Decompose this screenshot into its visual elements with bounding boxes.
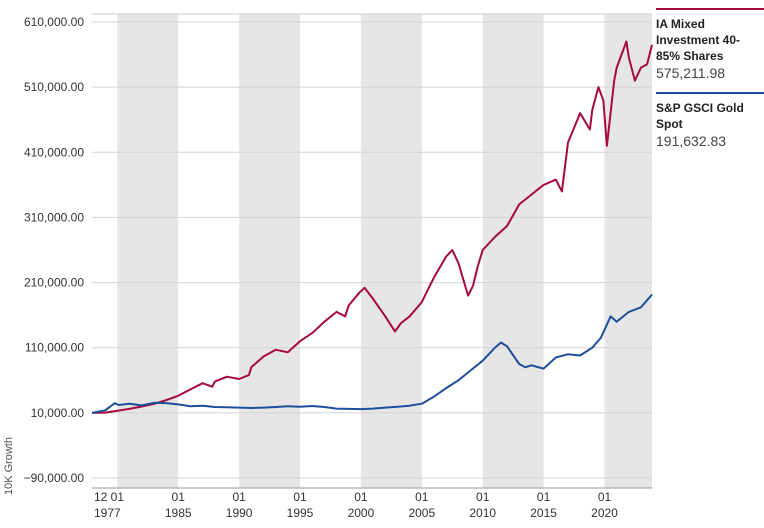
x-tick-label-top: 01 [354, 490, 368, 504]
x-tick-labels: 12 1977 01 01 1985 01 1990 01 1995 01 2000 01 2005 01… [94, 490, 618, 520]
legend-item-gold-spot: S&P GSCI Gold Spot 191,632.83 [656, 92, 764, 150]
x-tick-label-bottom: 2015 [530, 506, 557, 520]
y-tick-labels: 610,000.00 510,000.00 410,000.00 310,000.00… [24, 15, 85, 485]
x-tick-label-bottom: 1995 [287, 506, 314, 520]
x-tick-label-bottom: 1985 [165, 506, 192, 520]
x-tick-label-top: 01 [537, 490, 551, 504]
shaded-band [482, 14, 544, 488]
legend-series-name: IA Mixed Investment 40-85% Shares [656, 17, 741, 63]
series-line-0 [91, 40, 653, 414]
x-tick-label-bottom: 2010 [469, 506, 496, 520]
y-tick-label: 110,000.00 [25, 341, 84, 355]
y-tick-label: 310,000.00 [24, 210, 84, 224]
x-tick-label-top: 01 [172, 490, 186, 504]
shaded-band [239, 14, 301, 488]
series-lines [91, 40, 653, 414]
x-tick-label-bottom: 2020 [591, 506, 618, 520]
y-tick-label: 210,000.00 [24, 276, 84, 290]
y-tick-label: 610,000.00 [24, 15, 84, 29]
y-tick-label: 410,000.00 [24, 145, 84, 159]
x-tick-label-top: 12 [94, 490, 108, 504]
legend-series-value: 575,211.98 [656, 65, 726, 81]
series-line-1 [91, 293, 653, 414]
shaded-bands [117, 14, 652, 488]
x-tick-label-bottom: 1977 [94, 506, 121, 520]
x-tick-label-top: 01 [415, 490, 429, 504]
y-tick-label: 510,000.00 [24, 80, 84, 94]
legend-item-mixed-investment: IA Mixed Investment 40-85% Shares 575,21… [656, 8, 764, 82]
y-gridlines [92, 21, 652, 479]
shaded-band [117, 14, 179, 488]
x-tick-label-bottom: 2005 [408, 506, 435, 520]
x-tick-label-top: 01 [293, 490, 307, 504]
x-tick-label-top: 01 [476, 490, 490, 504]
shaded-band [360, 14, 422, 488]
x-tick-label-bottom: 2000 [348, 506, 375, 520]
legend: IA Mixed Investment 40-85% Shares 575,21… [656, 8, 764, 160]
y-tick-label: 10,000.00 [31, 406, 85, 420]
legend-series-name: S&P GSCI Gold Spot [656, 101, 744, 131]
y-axis-label: 10K Growth [3, 437, 15, 495]
legend-series-value: 191,632.83 [656, 133, 727, 149]
y-tick-label: −90,000.00 [24, 471, 85, 485]
shaded-band [604, 14, 652, 488]
x-tick-label-top: 01 [598, 490, 612, 504]
x-tick-label-bottom: 1990 [226, 506, 253, 520]
x-tick-label-top: 01 [111, 490, 125, 504]
x-tick-label-top: 01 [232, 490, 246, 504]
